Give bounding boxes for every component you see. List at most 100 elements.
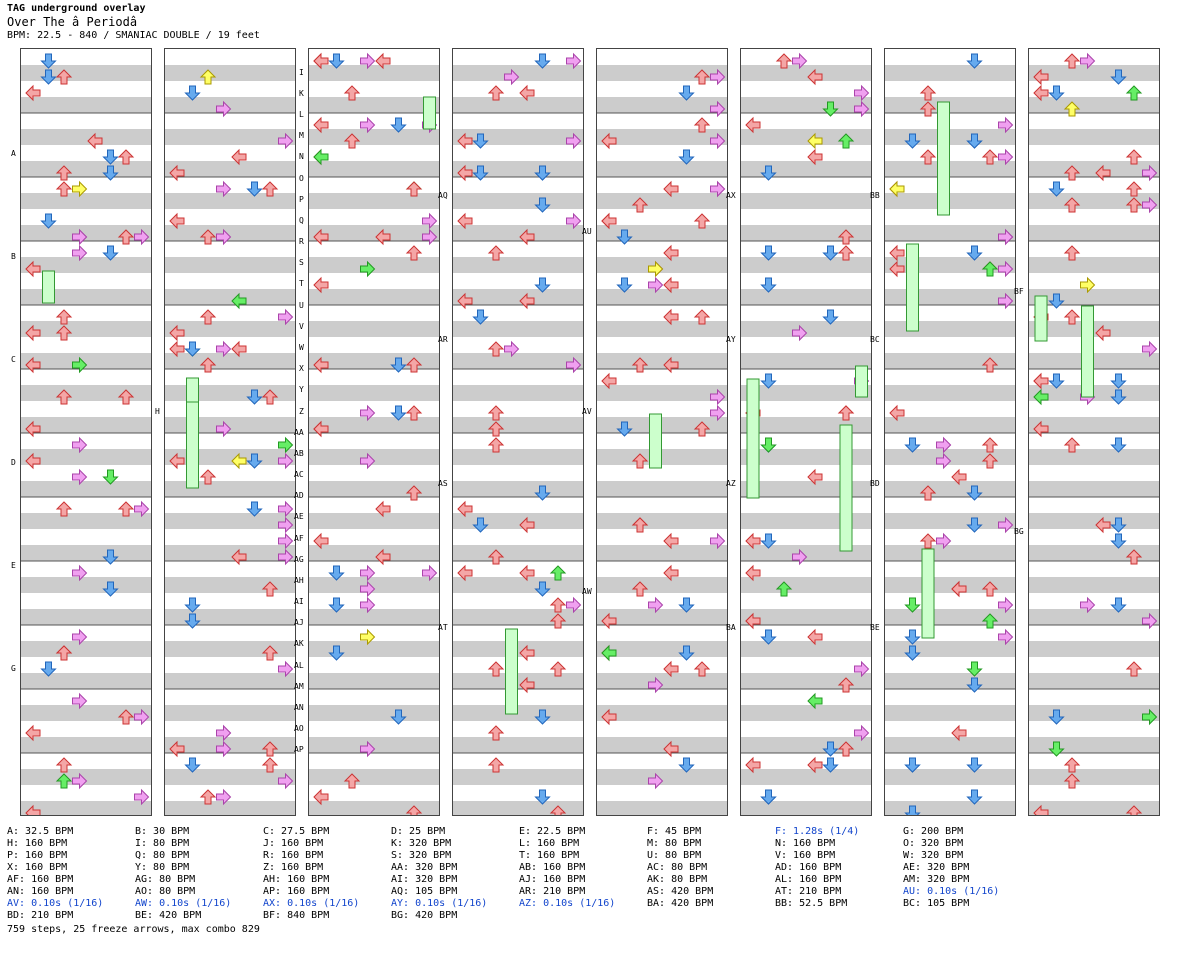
up-arrow-icon: [1125, 549, 1143, 565]
bpm-change-marker: P: [299, 195, 304, 204]
up-arrow-icon: [199, 309, 217, 325]
up-arrow-icon: [919, 85, 937, 101]
up-arrow-icon: [837, 677, 855, 693]
down-arrow-icon: [534, 485, 551, 501]
up-arrow-icon: [117, 229, 135, 245]
down-arrow-icon: [760, 789, 777, 805]
legend-entry: AU: 0.10s (1/16): [903, 886, 1000, 897]
left-arrow-icon: [231, 452, 247, 470]
up-arrow-icon: [693, 213, 711, 229]
legend-entry: L: 160 BPM: [519, 838, 580, 849]
right-arrow-icon: [710, 132, 726, 150]
up-arrow-icon: [1125, 85, 1143, 101]
up-arrow-icon: [343, 85, 361, 101]
right-arrow-icon: [648, 596, 664, 614]
up-arrow-icon: [981, 261, 999, 277]
bpm-change-marker: AW: [582, 587, 592, 596]
down-arrow-icon: [966, 485, 983, 501]
step-column-4: [452, 48, 584, 816]
down-arrow-icon: [966, 677, 983, 693]
bpm-change-marker: V: [299, 322, 304, 331]
right-arrow-icon: [72, 468, 88, 486]
down-arrow-icon: [246, 181, 263, 197]
left-arrow-icon: [313, 276, 329, 294]
left-arrow-icon: [745, 116, 761, 134]
right-arrow-icon: [566, 132, 582, 150]
left-arrow-icon: [1095, 516, 1111, 534]
right-arrow-icon: [1142, 164, 1158, 182]
down-arrow-icon: [246, 389, 263, 405]
down-arrow-icon: [246, 501, 263, 517]
left-arrow-icon: [1033, 372, 1049, 390]
up-arrow-icon: [1125, 805, 1143, 815]
left-arrow-icon: [25, 324, 41, 342]
down-arrow-icon: [678, 85, 695, 101]
freeze-arrow-bar: [839, 424, 853, 552]
left-arrow-icon: [313, 228, 329, 246]
legend-entry: H: 160 BPM: [7, 838, 68, 849]
up-arrow-icon: [405, 805, 423, 815]
up-arrow-icon: [837, 741, 855, 757]
legend-column-2: B: 30 BPM I: 80 BPM Q: 80 BPM Y: 80 BPM AG: …: [135, 826, 231, 922]
right-arrow-icon: [216, 180, 232, 198]
down-arrow-icon: [102, 245, 119, 261]
down-arrow-icon: [1110, 517, 1127, 533]
right-arrow-icon: [998, 292, 1014, 310]
bpm-change-marker: AZ: [726, 479, 736, 488]
down-arrow-icon: [904, 757, 921, 773]
left-arrow-icon: [375, 228, 391, 246]
bpm-change-marker: AJ: [294, 618, 304, 627]
up-arrow-icon: [55, 69, 73, 85]
right-arrow-icon: [792, 548, 808, 566]
left-arrow-icon: [457, 500, 473, 518]
up-arrow-icon: [261, 741, 279, 757]
up-arrow-icon: [1063, 165, 1081, 181]
down-arrow-icon: [1048, 709, 1065, 725]
bpm-change-marker: BA: [726, 623, 736, 632]
up-arrow-icon: [549, 661, 567, 677]
down-arrow-icon: [966, 53, 983, 69]
up-arrow-icon: [1063, 245, 1081, 261]
right-arrow-icon: [710, 100, 726, 118]
up-arrow-icon: [55, 389, 73, 405]
legend-entry: AJ: 160 BPM: [519, 874, 586, 885]
up-arrow-icon: [1125, 149, 1143, 165]
bpm-change-marker: AK: [294, 639, 304, 648]
freeze-arrow-bar: [921, 548, 935, 639]
left-arrow-icon: [231, 292, 247, 310]
down-arrow-icon: [966, 789, 983, 805]
chart-info: BPM: 22.5 - 840 / SMANIAC DOUBLE / 19 fe…: [7, 30, 260, 41]
down-arrow-icon: [534, 581, 551, 597]
up-arrow-icon: [1063, 773, 1081, 789]
down-arrow-icon: [328, 53, 345, 69]
up-arrow-icon: [549, 613, 567, 629]
left-arrow-icon: [519, 516, 535, 534]
up-arrow-icon: [199, 357, 217, 373]
right-arrow-icon: [278, 308, 294, 326]
down-arrow-icon: [904, 437, 921, 453]
up-arrow-icon: [55, 309, 73, 325]
legend-entry: U: 80 BPM: [647, 850, 702, 861]
down-arrow-icon: [678, 149, 695, 165]
bpm-change-marker: AQ: [438, 191, 448, 200]
left-arrow-icon: [807, 68, 823, 86]
down-arrow-icon: [102, 469, 119, 485]
left-arrow-icon: [1033, 68, 1049, 86]
left-arrow-icon: [1095, 164, 1111, 182]
left-arrow-icon: [663, 276, 679, 294]
legend-column-4: D: 25 BPM K: 320 BPM S: 320 BPM AA: 320 BPM…: [391, 826, 487, 922]
bpm-change-marker: AA: [294, 428, 304, 437]
left-arrow-icon: [745, 612, 761, 630]
page-title: TAG underground overlay: [7, 3, 146, 14]
bpm-change-marker: Z: [299, 407, 304, 416]
down-arrow-icon: [1048, 741, 1065, 757]
legend-entry: AS: 420 BPM: [647, 886, 714, 897]
legend-entry: BC: 105 BPM: [903, 898, 970, 909]
up-arrow-icon: [343, 133, 361, 149]
right-arrow-icon: [360, 740, 376, 758]
down-arrow-icon: [966, 245, 983, 261]
down-arrow-icon: [328, 597, 345, 613]
right-arrow-icon: [998, 260, 1014, 278]
legend-entry: BF: 840 BPM: [263, 910, 330, 921]
down-arrow-icon: [472, 133, 489, 149]
